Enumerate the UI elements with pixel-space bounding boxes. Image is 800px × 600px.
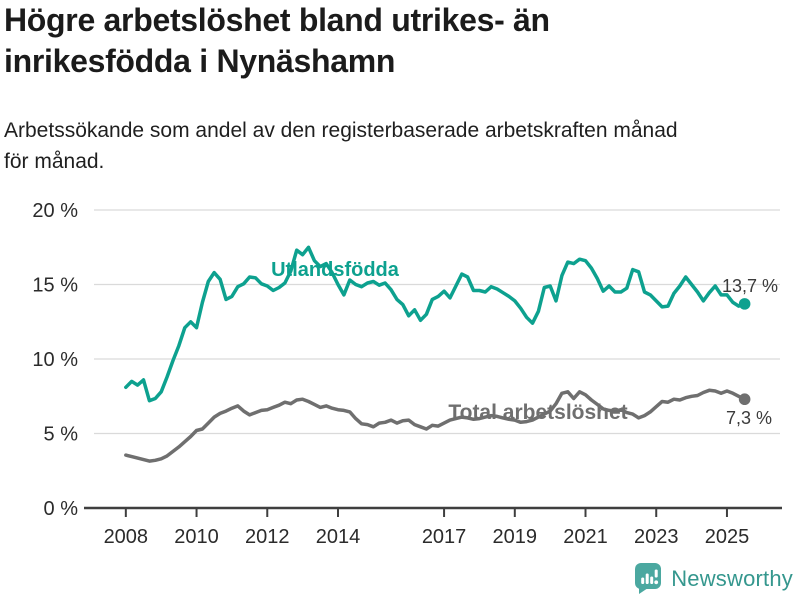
series-line-utlandsf-dda [124,245,747,403]
gridlines [84,209,782,510]
x-tick-label: 2010 [174,526,219,548]
chart-subtitle-line2: för månad. [4,150,105,173]
x-tick-label: 2025 [705,526,750,548]
y-tick-label: 10 % [32,349,78,371]
newsworthy-logo-icon [635,563,662,594]
series-lines [124,245,751,463]
x-tick-label: 2023 [634,526,679,548]
series-label: Utlandsfödda [271,259,400,281]
series-end-value-label: 13,7 % [722,276,778,296]
page-title-line2: inrikesfödda i Nynäshamn [4,43,396,79]
series-end-value-label: 7,3 % [726,408,772,428]
series-end-dot [738,298,751,310]
page-title-line1: Högre arbetslöshet bland utrikes- än [4,2,550,38]
newsworthy-logo-text: Newsworthy [671,565,793,591]
x-tick-label: 2017 [422,526,467,548]
y-tick-label: 15 % [32,275,78,297]
y-tick-label: 20 % [32,200,78,222]
series-label: Total arbetslöshet [448,401,627,424]
x-axis: 2008 2010 2012 2014 2017 2019 2021 2023 2025 [104,508,750,548]
x-tick-label: 2014 [316,526,361,548]
chart-subtitle-line1: Arbetssökande som andel av den registerb… [4,119,678,142]
series-end-dot [738,393,751,406]
annotations: Utlandsfödda 13,7 % Total arbetslöshet 7,3 … [271,259,778,428]
x-tick-label: 2021 [563,526,608,548]
y-axis-labels: 0 % 5 % 10 % 15 % 20 % [32,200,78,520]
series-line-total-arbetsl-shet [124,388,747,463]
page-title: Högre arbetslöshet bland utrikes- än inri… [4,0,784,82]
y-tick-label: 5 % [44,424,79,446]
newsworthy-logo[interactable]: Newsworthy [634,562,793,595]
chart-subtitle: Arbetssökande som andel av den registerb… [4,115,794,177]
x-tick-label: 2012 [245,526,290,548]
x-tick-label: 2008 [104,526,149,548]
x-tick-label: 2019 [493,526,538,548]
y-tick-label: 0 % [44,498,79,520]
